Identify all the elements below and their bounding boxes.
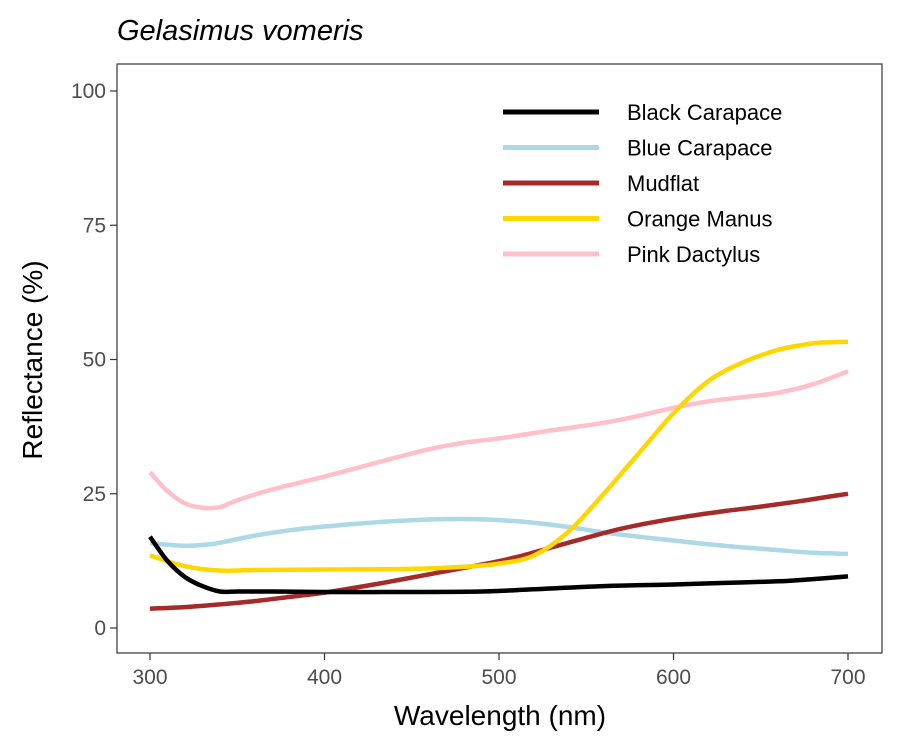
series-line-pink-dactylus [148, 369, 849, 511]
y-axis-title: Reflectance (%) [17, 260, 48, 459]
x-tick-label: 300 [132, 666, 167, 689]
x-axis: 300 400 500 600 700 [132, 653, 866, 689]
series-line-orange-manus [149, 339, 849, 573]
legend: Black Carapace Blue Carapace Mudflat Orange… [503, 100, 782, 267]
series-line-blue-carapace [149, 516, 849, 557]
y-tick-label: 75 [83, 214, 106, 237]
series-line-mudflat [149, 491, 849, 611]
x-tick-label: 400 [307, 666, 342, 689]
x-tick-label: 500 [481, 666, 516, 689]
legend-label-orange-manus: Orange Manus [627, 207, 773, 232]
legend-label-pink-dactylus: Pink Dactylus [627, 242, 760, 267]
y-tick-label: 25 [83, 483, 106, 506]
x-axis-title: Wavelength (nm) [394, 700, 606, 731]
x-tick-label: 700 [830, 666, 865, 689]
y-tick-label: 50 [83, 349, 106, 372]
legend-label-mudflat: Mudflat [627, 171, 699, 196]
series-layer [148, 339, 849, 611]
series-line-black-carapace [148, 535, 849, 595]
y-tick-label: 0 [94, 617, 106, 640]
legend-label-black-carapace: Black Carapace [627, 100, 782, 125]
legend-label-blue-carapace: Blue Carapace [627, 136, 773, 161]
y-tick-label: 100 [71, 80, 106, 103]
chart-title: Gelasimus vomeris [117, 15, 364, 47]
y-axis: 0 25 50 75 100 [71, 80, 117, 640]
x-tick-label: 600 [656, 666, 691, 689]
